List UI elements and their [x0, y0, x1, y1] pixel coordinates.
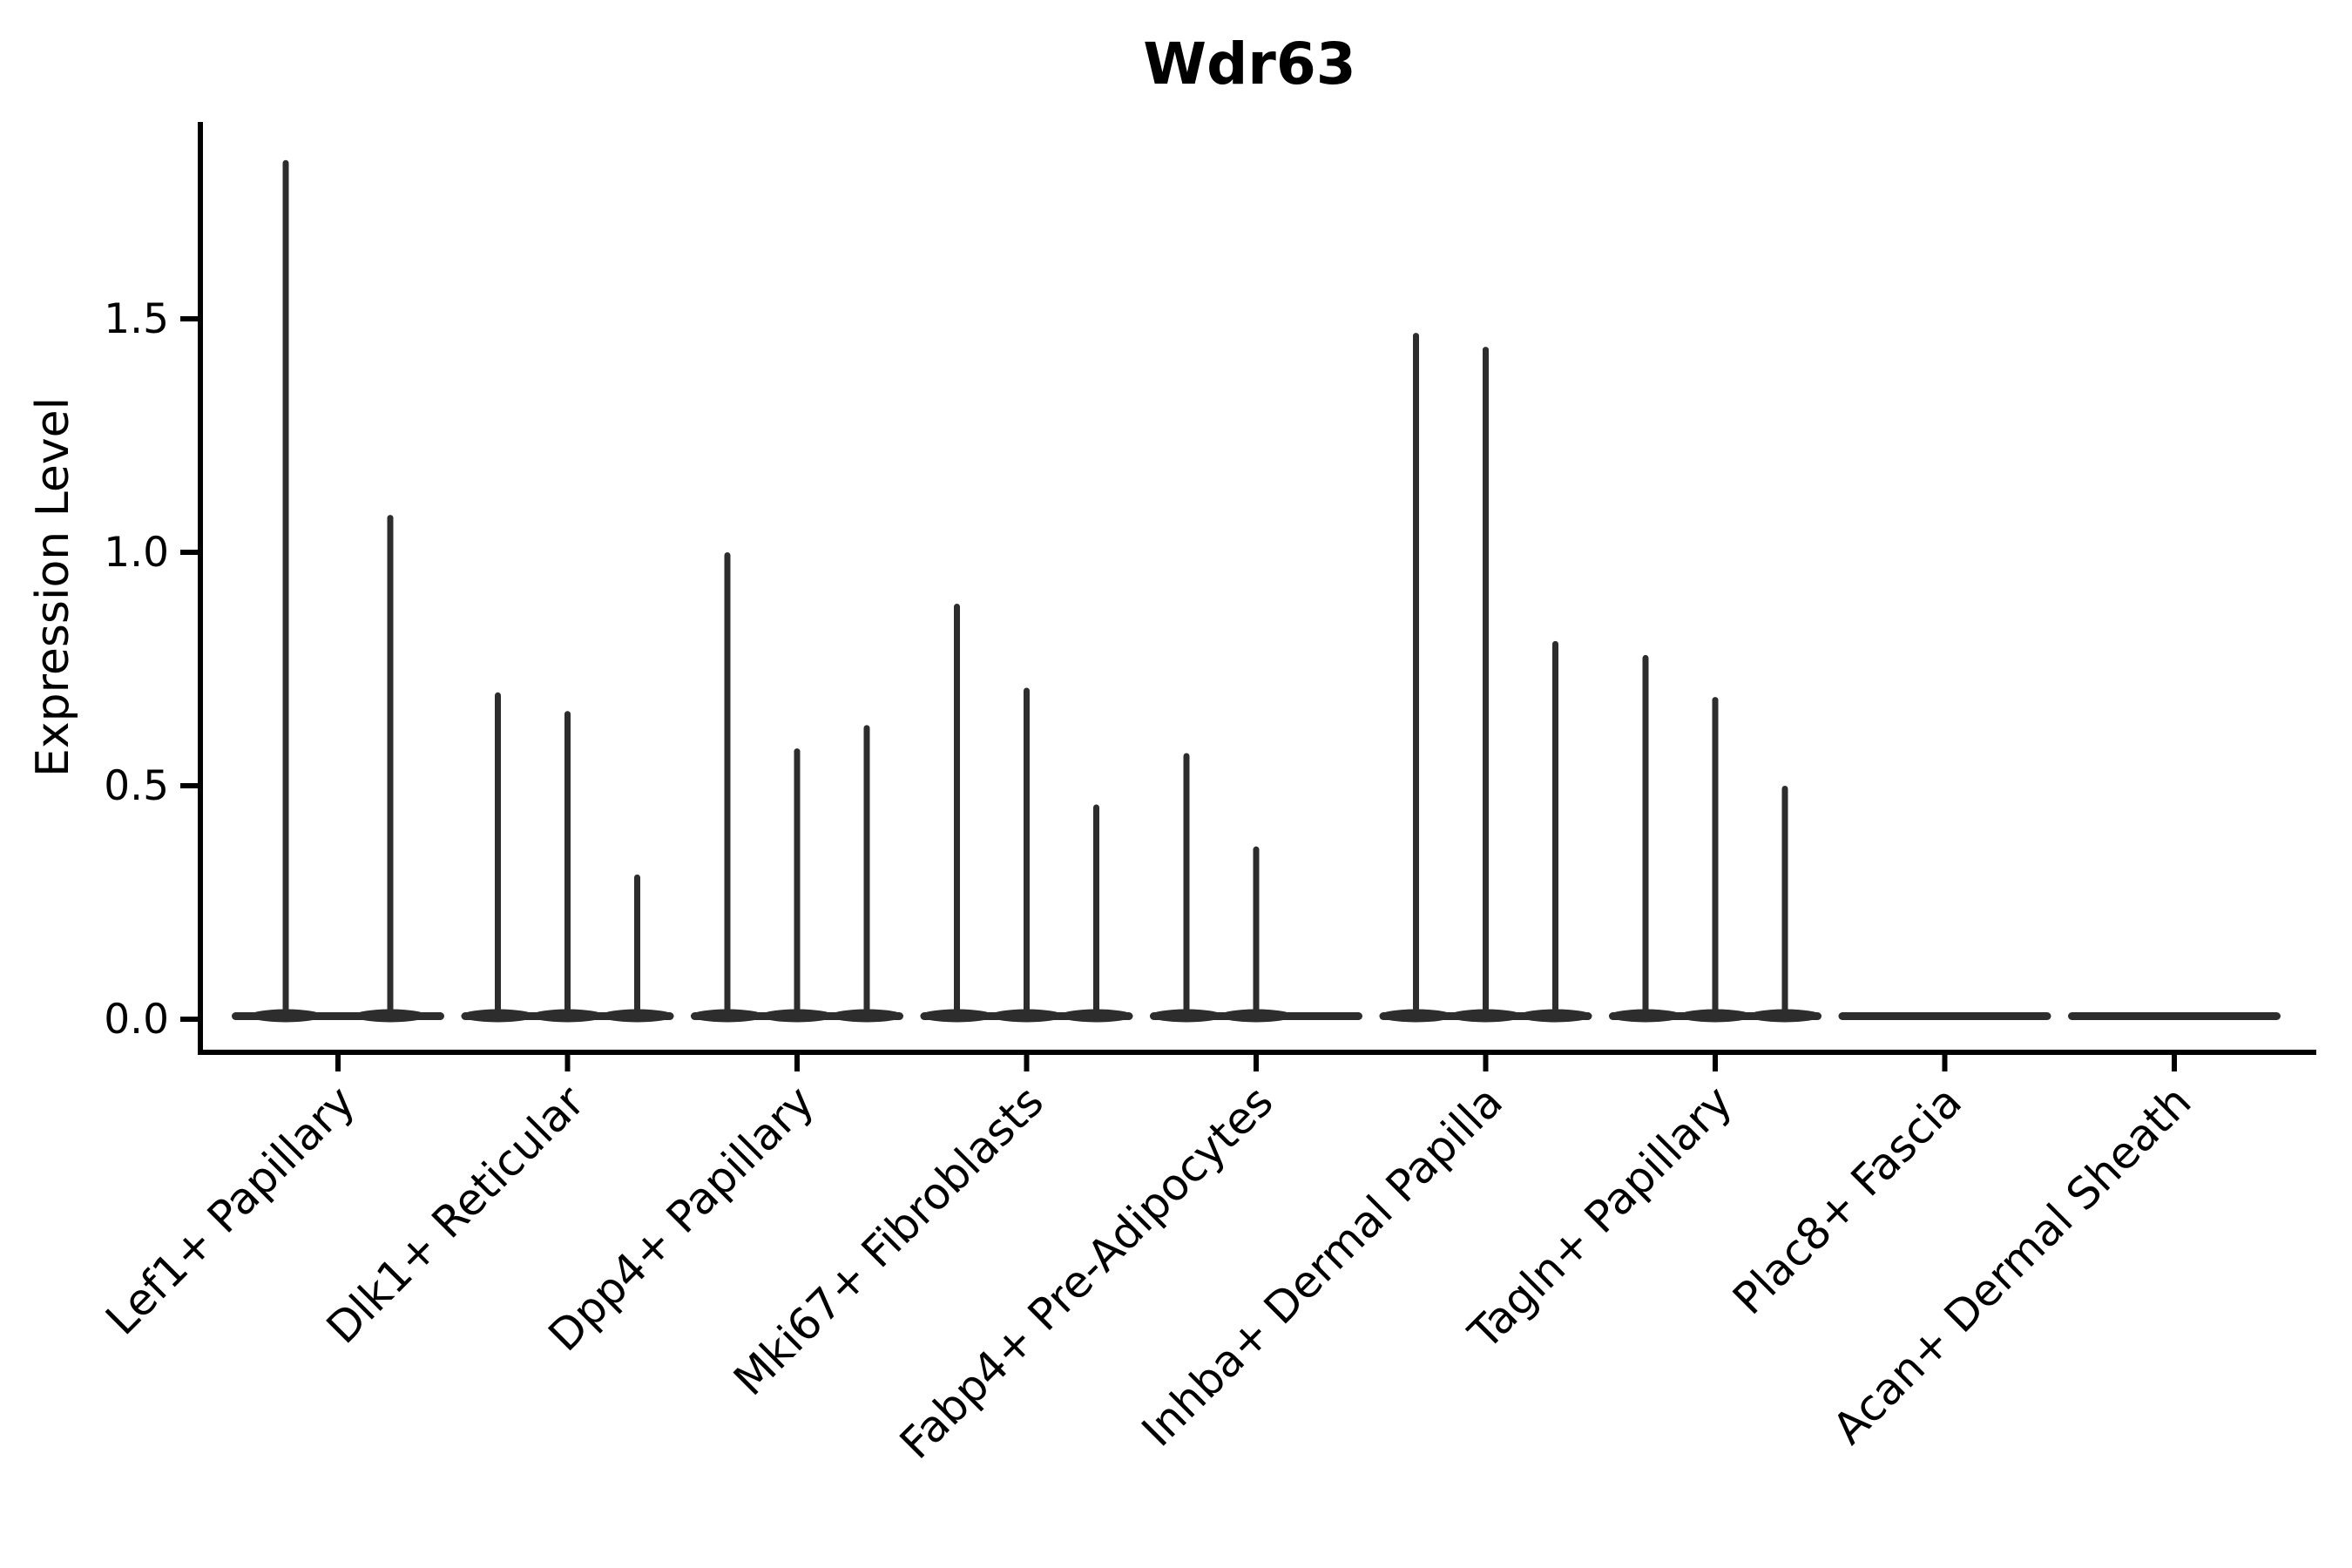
- y-tick-label: 1.5: [104, 295, 169, 343]
- violin-baseline: [1838, 1012, 2051, 1020]
- x-tick-mark: [2172, 1052, 2177, 1071]
- violin-spike: [564, 711, 571, 1017]
- x-tick-mark: [564, 1052, 571, 1071]
- x-tick-mark: [335, 1052, 341, 1071]
- y-tick-mark: [180, 783, 198, 788]
- violin-spike: [1642, 654, 1649, 1017]
- y-tick-label: 0.5: [104, 762, 169, 810]
- violin-spike: [724, 552, 731, 1017]
- x-tick-mark: [1942, 1052, 1948, 1071]
- y-tick-label: 1.0: [104, 529, 169, 577]
- violin-spike: [794, 748, 801, 1017]
- violin-spike: [634, 874, 640, 1017]
- violin-spike: [863, 725, 870, 1017]
- y-tick-mark: [180, 1017, 198, 1022]
- violin-spike: [1781, 786, 1788, 1017]
- violin-spike: [1093, 804, 1099, 1017]
- x-tick-mark: [1254, 1052, 1259, 1071]
- y-tick-mark: [180, 550, 198, 555]
- x-tick-mark: [1483, 1052, 1489, 1071]
- x-tick-label: Lef1+ Papillary: [96, 1076, 364, 1344]
- violin-spike: [1183, 753, 1190, 1017]
- y-axis-label: Expression Level: [27, 397, 79, 777]
- violin-spike: [1712, 697, 1719, 1017]
- x-tick-mark: [1024, 1052, 1030, 1071]
- y-tick-mark: [180, 316, 198, 321]
- violin-baseline: [2068, 1012, 2281, 1020]
- violin-spike: [1552, 640, 1558, 1017]
- x-tick-label: Plac8+ Fascia: [1723, 1076, 1971, 1324]
- violin-spike: [495, 692, 501, 1017]
- violin-spike: [954, 603, 960, 1017]
- left-spine: [198, 122, 203, 1055]
- chart-title: Wdr63: [1143, 30, 1355, 98]
- violin-spike: [1024, 687, 1030, 1017]
- violin-spike: [387, 515, 394, 1017]
- violin-spike: [282, 159, 289, 1017]
- x-tick-mark: [1713, 1052, 1718, 1071]
- violins-layer: [232, 159, 2281, 1023]
- violin-spike: [1413, 333, 1419, 1018]
- y-tick-label: 0.0: [104, 996, 169, 1044]
- x-tick-label: Fabp4+ Pre-Adipocytes: [890, 1076, 1283, 1469]
- violin-spike: [1483, 347, 1489, 1017]
- x-tick-mark: [794, 1052, 800, 1071]
- violin-spike: [1253, 846, 1260, 1017]
- y-axis-ticks: 0.0 0.5 1.0 1.5: [104, 295, 198, 1044]
